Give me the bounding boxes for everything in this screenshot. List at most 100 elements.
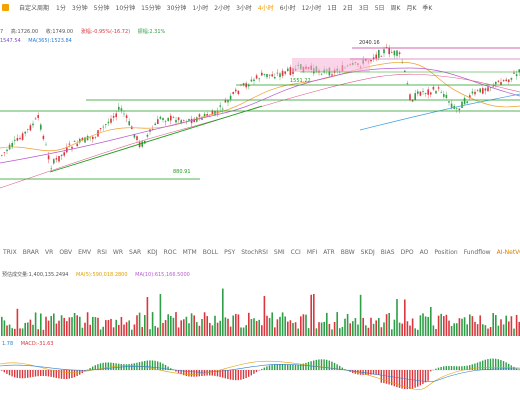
timeframe-17[interactable]: 月K (406, 4, 417, 12)
macd-bar (284, 364, 286, 370)
price-chart[interactable]: 2040.16 1551.22 880.91 (0, 38, 520, 248)
timeframe-8[interactable]: 3小时 (236, 4, 252, 12)
macd-bar (167, 366, 169, 370)
timeframe-12[interactable]: 1日 (327, 4, 338, 12)
macd-bar (474, 363, 476, 370)
volume-bar (105, 320, 107, 336)
timeframe-16[interactable]: 周K (390, 4, 401, 12)
macd-bar (294, 364, 297, 370)
ma-line-pink (0, 73, 520, 189)
macd-bar (149, 360, 151, 370)
macd-bar (430, 370, 432, 372)
volume-bar (170, 316, 172, 336)
timeframe-7[interactable]: 2小时 (214, 4, 231, 12)
macd-bar (268, 365, 271, 370)
candle-body (492, 86, 494, 88)
indicator-tab-sar[interactable]: SAR (129, 249, 142, 256)
indicator-tab-trix[interactable]: TRIX (3, 249, 17, 256)
timeframe-15[interactable]: 5日 (374, 4, 385, 12)
volume-bar (349, 323, 351, 336)
indicator-tab-psy[interactable]: PSY (224, 249, 236, 256)
candle-body (180, 120, 182, 124)
volume-bar (3, 320, 6, 336)
volume-bar (318, 322, 320, 336)
indicator-tab-emv[interactable]: EMV (78, 249, 92, 256)
macd-bar (89, 368, 91, 370)
timeframe-10[interactable]: 6小时 (279, 4, 296, 12)
macd-bar (271, 364, 273, 370)
macd-bar (276, 364, 278, 370)
macd-bar (404, 370, 406, 389)
volume-value: 预估成交量:1,400,135.2494 (2, 272, 69, 278)
candle-body (404, 70, 406, 72)
indicator-tab-wr[interactable]: WR (112, 249, 124, 256)
indicator-tab-bias[interactable]: BIAS (380, 249, 395, 256)
candle-body (370, 59, 372, 62)
indicator-tab-boll[interactable]: BOLL (202, 249, 219, 256)
indicator-tab-smi[interactable]: SMI (273, 249, 285, 256)
macd-bar (315, 359, 317, 370)
volume-bar (495, 315, 497, 336)
timeframe-6[interactable]: 1小时 (192, 4, 209, 12)
macd-bar (297, 364, 299, 370)
indicator-tab-stochrsi[interactable]: StochRSI (241, 249, 268, 256)
indicator-tab-cci[interactable]: CCI (290, 249, 301, 256)
custom-period-button[interactable]: 自定义周期 (19, 4, 50, 12)
macd-bar (183, 370, 185, 376)
indicator-tab-atr[interactable]: ATR (323, 249, 335, 256)
candle-body (1, 155, 3, 156)
volume-legend: 预估成交量:1,400,135.2494 MA(5):590,018.2800 … (2, 271, 196, 278)
timeframe-13[interactable]: 2日 (343, 4, 353, 12)
candle-body (287, 68, 289, 71)
timeframe-2[interactable]: 5分钟 (93, 4, 110, 12)
timeframe-9[interactable]: 4小时 (257, 4, 274, 12)
indicator-tab-mtm[interactable]: MTM (182, 249, 197, 256)
indicator-tab-mfi[interactable]: MFI (306, 249, 318, 256)
candle-body (424, 93, 427, 94)
indicator-tab-kdj[interactable]: KDJ (147, 249, 158, 256)
timeframe-5[interactable]: 30分钟 (166, 4, 187, 12)
volume-bar (354, 318, 357, 336)
indicator-tab-ai-netvol[interactable]: AI-NetVOL (496, 249, 520, 256)
volume-bar (500, 319, 502, 336)
macd-bar (385, 370, 388, 384)
candle-body (487, 87, 489, 92)
indicator-tab-vr[interactable]: VR (45, 249, 54, 256)
candle-body (50, 168, 52, 170)
timeframe-18[interactable]: 季K (422, 4, 433, 12)
candle-body (513, 72, 515, 74)
candle-body (279, 73, 281, 78)
volume-bar (219, 320, 221, 336)
volume-bar (276, 319, 279, 336)
timeframe-3[interactable]: 10分钟 (115, 4, 136, 12)
indicator-tab-fundflow[interactable]: Fundflow (463, 249, 491, 256)
volume-bar (180, 320, 182, 336)
favorite-star-icon[interactable] (2, 3, 9, 11)
timeframe-0[interactable]: 1分 (56, 4, 66, 12)
indicator-tab-skdj[interactable]: SKDJ (360, 249, 375, 256)
indicator-tab-dpo[interactable]: DPO (400, 249, 414, 256)
trend-line (49, 105, 263, 173)
indicator-tab-brar[interactable]: BRAR (22, 249, 40, 256)
indicator-tab-position[interactable]: Position (434, 249, 458, 256)
indicator-tab-obv[interactable]: OBV (59, 249, 73, 256)
macd-bar (388, 370, 390, 385)
volume-bar (120, 316, 123, 336)
indicator-tab-roc[interactable]: ROC (163, 249, 177, 256)
timeframe-1[interactable]: 3分钟 (71, 4, 88, 12)
volume-bar (385, 314, 388, 336)
volume-chart[interactable] (0, 280, 520, 336)
candle-body (476, 90, 479, 92)
timeframe-11[interactable]: 12小时 (301, 4, 322, 12)
indicator-tab-rsi[interactable]: RSI (97, 249, 107, 256)
indicator-tab-bbw[interactable]: BBW (340, 249, 355, 256)
macd-chart[interactable] (0, 348, 520, 400)
timeframe-4[interactable]: 15分钟 (141, 4, 161, 12)
timeframe-toolbar: 自定义周期 1分 3分钟 5分钟 10分钟 15分钟 30分钟 1小时 2小时 3小时 4小时 6小… (0, 0, 520, 14)
volume-bar (60, 315, 63, 336)
macd-bar (14, 370, 16, 378)
timeframe-14[interactable]: 3日 (358, 4, 369, 12)
macd-bar (326, 359, 328, 370)
volume-bar (339, 328, 341, 336)
indicator-tab-ao[interactable]: AO (419, 249, 429, 256)
